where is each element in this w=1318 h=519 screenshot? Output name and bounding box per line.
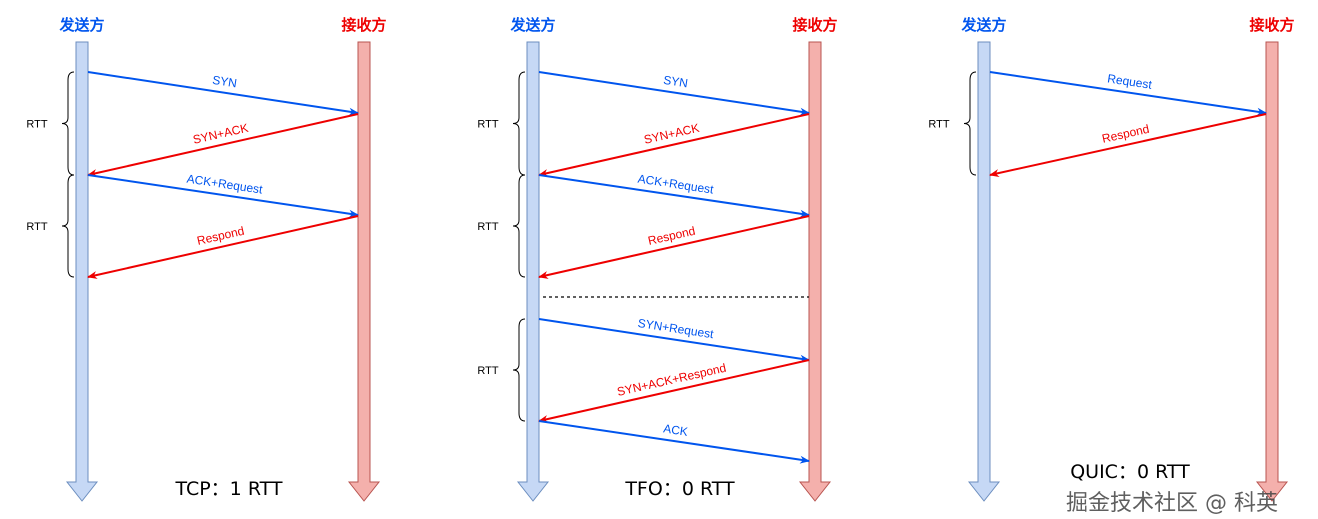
caption: QUIC：0 RTT	[1070, 461, 1190, 483]
message-arrow	[87, 113, 359, 177]
message-arrow	[538, 174, 810, 218]
message-label: ACK	[662, 421, 688, 438]
message-label: SYN	[662, 73, 689, 91]
message-label: ACK+Request	[637, 172, 715, 197]
rtt-brace	[512, 174, 526, 278]
sender-label: 发送方	[960, 16, 1006, 34]
rtt-label: RTT	[928, 119, 949, 131]
rtt-label: RTT	[26, 119, 47, 131]
message-arrow	[538, 420, 810, 464]
sender-lifeline	[516, 41, 550, 502]
message-arrow	[538, 359, 810, 423]
message-label: SYN+ACK+Respond	[616, 361, 728, 399]
message-label: ACK+Request	[186, 172, 264, 197]
receiver-lifeline	[347, 41, 381, 502]
receiver-lifeline	[798, 41, 832, 502]
watermark: 掘金技术社区 @ 科英	[1066, 491, 1278, 516]
caption: TFO：0 RTT	[624, 478, 735, 500]
message-arrow	[538, 71, 810, 116]
message-arrow	[538, 318, 810, 363]
rtt-label: RTT	[26, 221, 47, 233]
message-arrow	[538, 113, 810, 177]
receiver-label: 接收方	[341, 16, 386, 34]
rtt-label: RTT	[477, 221, 498, 233]
rtt-label: RTT	[477, 119, 498, 131]
rtt-brace	[61, 71, 75, 176]
rtt-brace	[963, 71, 977, 176]
receiver-label: 接收方	[792, 16, 837, 34]
message-arrow	[87, 215, 359, 279]
message-arrow	[87, 174, 359, 218]
diagram-2: 发送方 接收方 SYN SYN+ACK ACK+Request Respond SYN+Re…	[477, 16, 838, 502]
diagram-1: 发送方 接收方 SYN SYN+ACK ACK+Request Respond RTT RTT…	[26, 16, 387, 502]
sender-lifeline	[967, 41, 1001, 502]
sender-lifeline	[65, 41, 99, 502]
message-arrow	[538, 215, 810, 279]
message-arrow	[87, 71, 359, 116]
message-label: Respond	[196, 224, 246, 248]
message-label: SYN+Request	[637, 316, 715, 341]
sender-label: 发送方	[58, 16, 104, 34]
rtt-label: RTT	[477, 365, 498, 377]
message-arrow	[989, 113, 1267, 177]
message-label: Respond	[647, 224, 697, 248]
message-label: SYN+ACK	[192, 121, 250, 147]
rtt-brace	[61, 174, 75, 278]
rtt-brace	[512, 318, 526, 422]
receiver-label: 接收方	[1249, 16, 1294, 34]
message-label: SYN+ACK	[643, 121, 701, 147]
message-label: Request	[1106, 71, 1153, 92]
message-label: SYN	[211, 73, 238, 91]
receiver-lifeline	[1255, 41, 1289, 502]
rtt-brace	[512, 71, 526, 176]
message-arrow	[989, 71, 1267, 116]
sender-label: 发送方	[509, 16, 555, 34]
caption: TCP：1 RTT	[174, 478, 282, 500]
